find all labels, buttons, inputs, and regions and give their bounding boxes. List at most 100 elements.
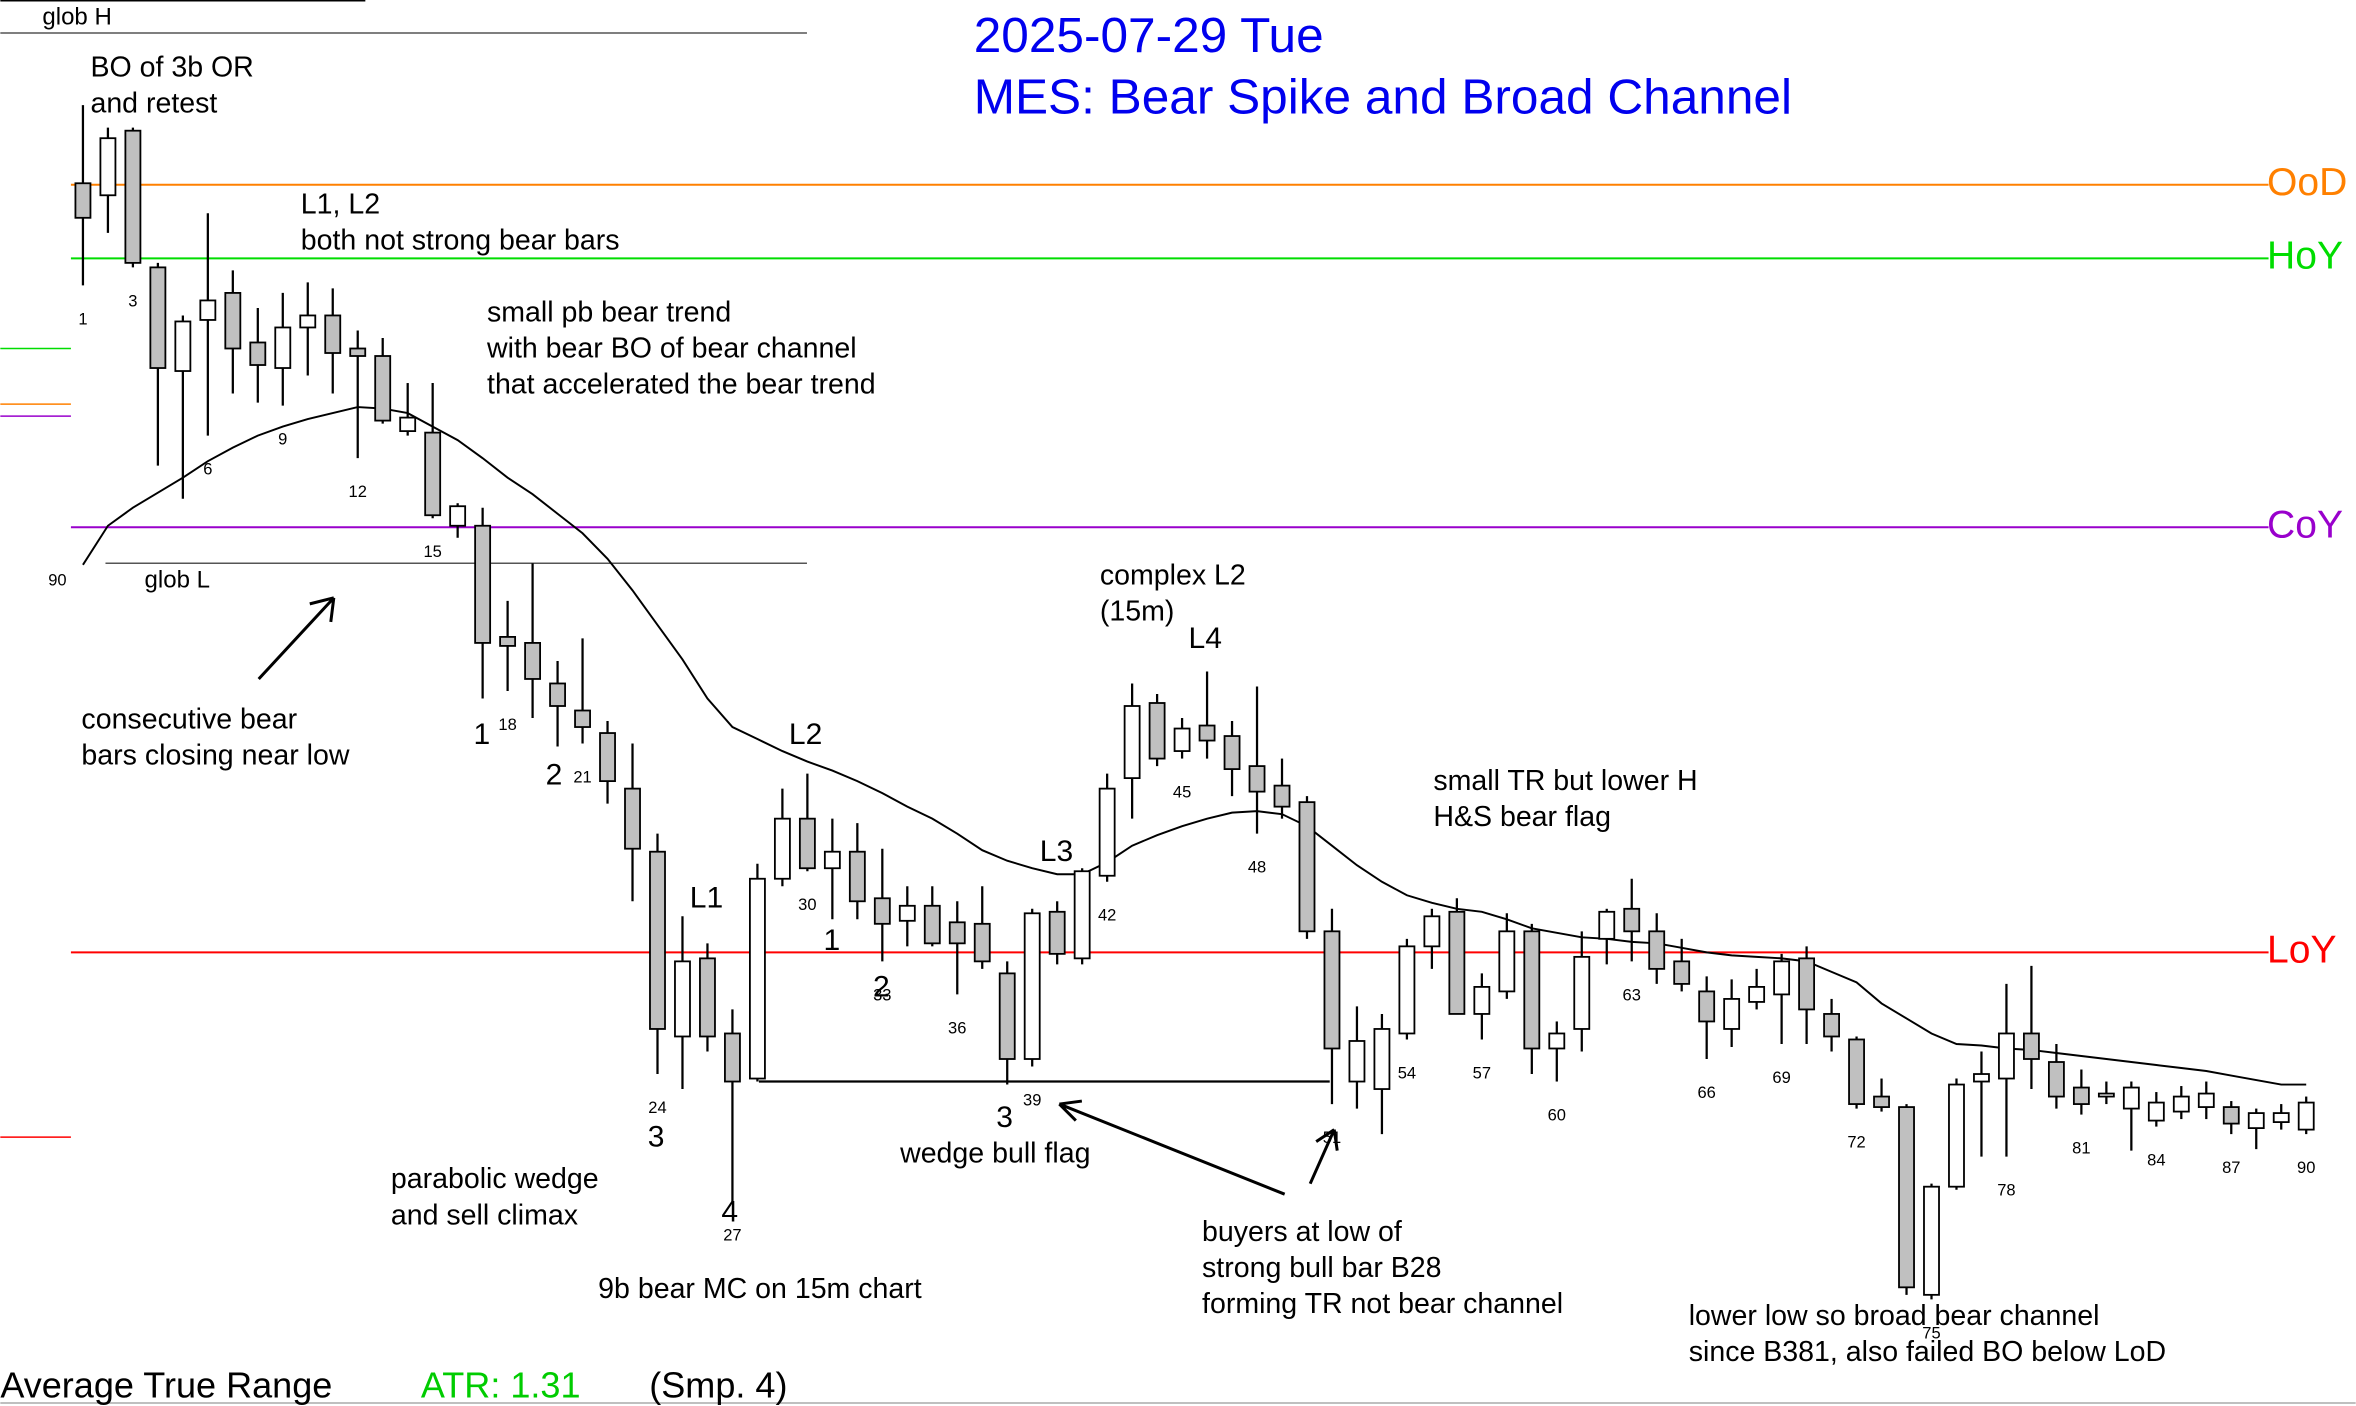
candle-body (873, 897, 891, 925)
candle (499, 600, 517, 691)
bar-number: 18 (498, 715, 516, 734)
annotation: 1 (473, 718, 490, 751)
bar-number: 90 (2297, 1158, 2315, 1177)
chart-title: 2025-07-29 Tue (974, 7, 1324, 63)
candle-body (724, 1032, 741, 1083)
candle (1998, 983, 2015, 1157)
bar-number: 78 (1997, 1181, 2015, 1200)
candle (1023, 908, 1041, 1067)
candle-body (699, 957, 716, 1038)
candle (973, 886, 991, 969)
candle (1873, 1078, 1890, 1112)
candle (149, 262, 167, 466)
candle-body (1223, 735, 1241, 770)
candle-body (1648, 930, 1666, 970)
annotation: bars closing near low (81, 740, 349, 772)
candle-body (848, 850, 866, 903)
bar-number: 51 (1323, 1128, 1341, 1147)
candle-body (1873, 1095, 1890, 1108)
candle (399, 383, 417, 436)
candle-body (1523, 930, 1541, 1050)
bar-number: 57 (1473, 1063, 1491, 1082)
candle (1423, 908, 1441, 969)
candle (1523, 923, 1541, 1075)
candle-body (1498, 930, 1516, 993)
bar-number: 72 (1847, 1132, 1865, 1151)
candle-body (798, 817, 816, 870)
annotation: and sell climax (391, 1199, 578, 1231)
candle (674, 916, 691, 1090)
candle (2172, 1086, 2190, 1120)
candle (1798, 946, 1816, 1044)
reference-label: glob H (42, 3, 111, 30)
candle (74, 105, 92, 286)
candle (474, 507, 492, 699)
annotation: 1 (823, 924, 840, 957)
candle (549, 660, 566, 747)
candle (724, 1009, 741, 1202)
candle (1398, 938, 1416, 1040)
bar-number: 36 (948, 1018, 966, 1037)
candle (823, 818, 841, 920)
reference-label: glob L (145, 567, 210, 594)
prior-bar-label: 90 (48, 571, 66, 590)
candle (1448, 898, 1466, 1015)
candle-body (998, 972, 1016, 1060)
candle-body (1848, 1038, 1865, 1105)
candle (1773, 953, 1791, 1044)
bar-number: 87 (2222, 1158, 2240, 1177)
candle-body (1273, 784, 1291, 808)
candle-body (1048, 910, 1066, 955)
candle-body (898, 904, 916, 922)
bar-number: 24 (648, 1098, 666, 1117)
candle-body (549, 682, 566, 707)
annotation: buyers at low of (1202, 1216, 1402, 1248)
candle (2072, 1069, 2090, 1115)
candle (1923, 1183, 1940, 1300)
candle (574, 638, 591, 744)
candle-body (474, 524, 492, 644)
annotation: complex L2 (1100, 559, 1246, 591)
candle (2147, 1092, 2165, 1127)
candle-body (1173, 727, 1191, 752)
candle (1298, 796, 1316, 939)
candle-body (1898, 1106, 1915, 1289)
candle-body (224, 292, 242, 350)
candle (1573, 931, 1591, 1052)
candle (1323, 908, 1341, 1105)
level-label: OoD (2267, 161, 2347, 204)
candle-body (1023, 912, 1041, 1060)
candle (224, 270, 242, 394)
candle-body (2247, 1112, 2265, 1130)
bar-number: 3 (128, 291, 137, 310)
candle (1248, 686, 1266, 834)
arrow (1308, 1128, 1339, 1185)
candle-body (1973, 1073, 1990, 1083)
candle (2023, 965, 2040, 1090)
candle (424, 383, 442, 519)
candle-body (923, 904, 941, 945)
candle (1673, 938, 1691, 992)
candle-body (524, 642, 542, 680)
candle-body (249, 341, 267, 366)
candle-body (1948, 1083, 1965, 1188)
annotation: and retest (90, 88, 217, 120)
candle (798, 773, 816, 872)
arrow (257, 596, 336, 680)
candle-body (1423, 915, 1441, 948)
candle-body (1298, 801, 1316, 933)
candle (1723, 979, 1741, 1047)
candle (99, 127, 117, 233)
candle-body (2047, 1061, 2065, 1098)
bar-number: 69 (1772, 1068, 1790, 1087)
annotation: wedge bull flag (899, 1138, 1090, 1170)
candle (948, 901, 966, 995)
level-label: LoY (2267, 929, 2336, 972)
candle-body (574, 709, 591, 728)
candle-body (1373, 1028, 1391, 1090)
candle (324, 288, 342, 394)
candle-body (1673, 960, 1691, 985)
candle-body (2197, 1092, 2215, 1108)
candle-body (599, 732, 616, 783)
level-label: HoY (2267, 235, 2343, 278)
